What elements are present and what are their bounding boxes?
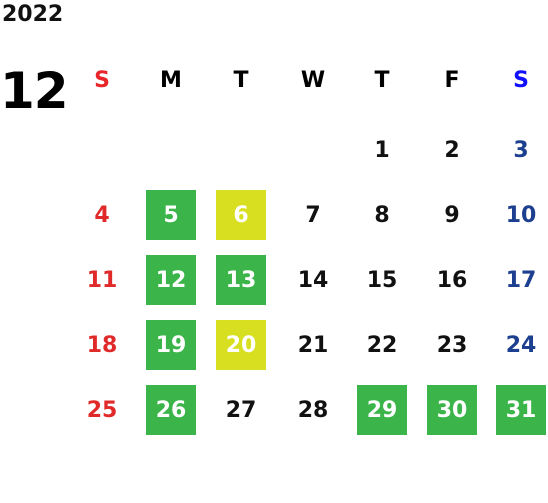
highlighted-date: 30 (427, 385, 477, 435)
date: 18 (86, 332, 118, 358)
weekday-label: T (233, 67, 249, 93)
highlighted-date: 29 (357, 385, 407, 435)
month: 12 (0, 62, 69, 120)
weekday-label: T (374, 67, 390, 93)
date: 8 (374, 202, 390, 228)
date: 3 (513, 137, 529, 163)
date: 2 (444, 137, 460, 163)
date: 24 (505, 332, 537, 358)
date: 22 (366, 332, 398, 358)
date: 9 (444, 202, 460, 228)
date: 16 (436, 267, 468, 293)
highlighted-date: 20 (216, 320, 266, 370)
date: 23 (436, 332, 468, 358)
date: 25 (86, 397, 118, 423)
highlighted-date: 6 (216, 190, 266, 240)
year: 2022 (2, 2, 64, 27)
highlighted-date: 31 (496, 385, 546, 435)
date: 27 (225, 397, 257, 423)
date: 17 (505, 267, 537, 293)
date: 11 (86, 267, 118, 293)
weekday-label: W (300, 67, 326, 93)
weekday-label: M (160, 67, 182, 93)
date: 1 (374, 137, 390, 163)
date: 10 (505, 202, 537, 228)
weekday-label: F (444, 67, 460, 93)
highlighted-date: 12 (146, 255, 196, 305)
date: 7 (305, 202, 321, 228)
date: 28 (297, 397, 329, 423)
highlighted-date: 26 (146, 385, 196, 435)
date: 14 (297, 267, 329, 293)
weekday-label: S (513, 67, 529, 93)
date: 4 (94, 202, 110, 228)
date: 15 (366, 267, 398, 293)
highlighted-date: 5 (146, 190, 196, 240)
weekday-label: S (94, 67, 110, 93)
highlighted-date: 13 (216, 255, 266, 305)
highlighted-date: 19 (146, 320, 196, 370)
date: 21 (297, 332, 329, 358)
